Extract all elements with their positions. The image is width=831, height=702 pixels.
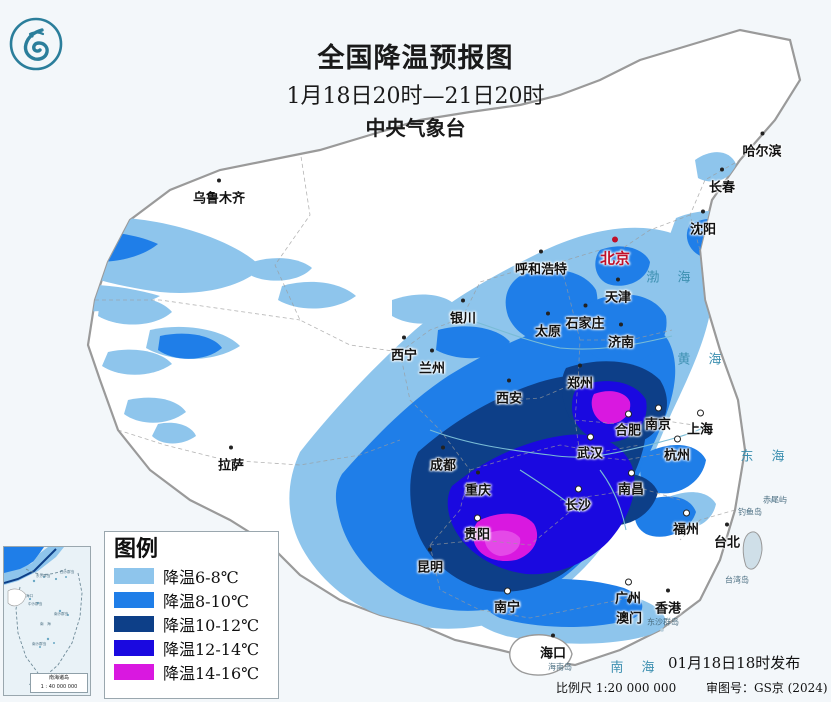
legend-item-label: 降温12-14℃ [163, 640, 260, 660]
map-approval-number: 审图号：GS京 (2024) 0236号 [706, 681, 831, 695]
legend-color-swatch [114, 616, 154, 633]
inset-scale-value: 1 : 40 000 000 [40, 684, 78, 690]
svg-text:南沙群岛: 南沙群岛 [32, 641, 47, 646]
legend-rows: 降温6-8℃ 降温8-10℃ 降温10-12℃ 降温12-14℃ 降温14-16℃ [114, 564, 278, 684]
legend-item: 降温14-16℃ [114, 660, 278, 684]
coastline [699, 249, 746, 601]
svg-text:南沙群岛: 南沙群岛 [54, 611, 69, 616]
legend-item: 降温6-8℃ [114, 564, 278, 588]
legend-title: 图例 [114, 536, 159, 562]
svg-text:海口: 海口 [26, 593, 34, 598]
minor-islands [660, 498, 774, 632]
legend-color-swatch [114, 640, 154, 657]
band-14-16 [473, 391, 631, 562]
legend-color-swatch [114, 592, 154, 609]
rivers [429, 319, 707, 531]
svg-text:西沙群岛: 西沙群岛 [60, 569, 75, 574]
legend-color-swatch [114, 568, 154, 585]
legend-item: 降温12-14℃ [114, 636, 278, 660]
legend-color-swatch [114, 664, 154, 681]
legend-item-label: 降温6-8℃ [163, 568, 239, 588]
legend-box: 图例 降温6-8℃ 降温8-10℃ 降温10-12℃ 降温12-14℃ 降温14-16℃ [104, 531, 279, 699]
cma-dragon-logo-icon [8, 16, 64, 72]
legend-item-label: 降温14-16℃ [163, 664, 260, 684]
legend-item: 降温10-12℃ [114, 612, 278, 636]
inset-scale-box: 南海诸岛 1 : 40 000 000 [30, 673, 88, 693]
issue-time: 01月18日18时发布 [668, 654, 801, 672]
svg-text:东沙群岛: 东沙群岛 [36, 573, 51, 578]
inset-name: 南海诸岛 [48, 675, 69, 681]
taiwan-island [742, 531, 763, 570]
south-china-sea-inset: 东沙群岛 西沙群岛 海口 中沙群岛 南沙群岛 南 海 南沙群岛 南海诸岛 1 :… [3, 546, 91, 696]
legend-item-label: 降温8-10℃ [163, 592, 249, 612]
province-boundaries [95, 149, 741, 619]
legend-item-label: 降温10-12℃ [163, 616, 260, 636]
svg-text:中沙群岛: 中沙群岛 [28, 601, 43, 606]
svg-text:南 海: 南 海 [40, 621, 51, 626]
legend-item: 降温8-10℃ [114, 588, 278, 612]
map-scale: 比例尺 1:20 000 000 [556, 681, 677, 695]
cooling-bands-group [88, 152, 751, 644]
